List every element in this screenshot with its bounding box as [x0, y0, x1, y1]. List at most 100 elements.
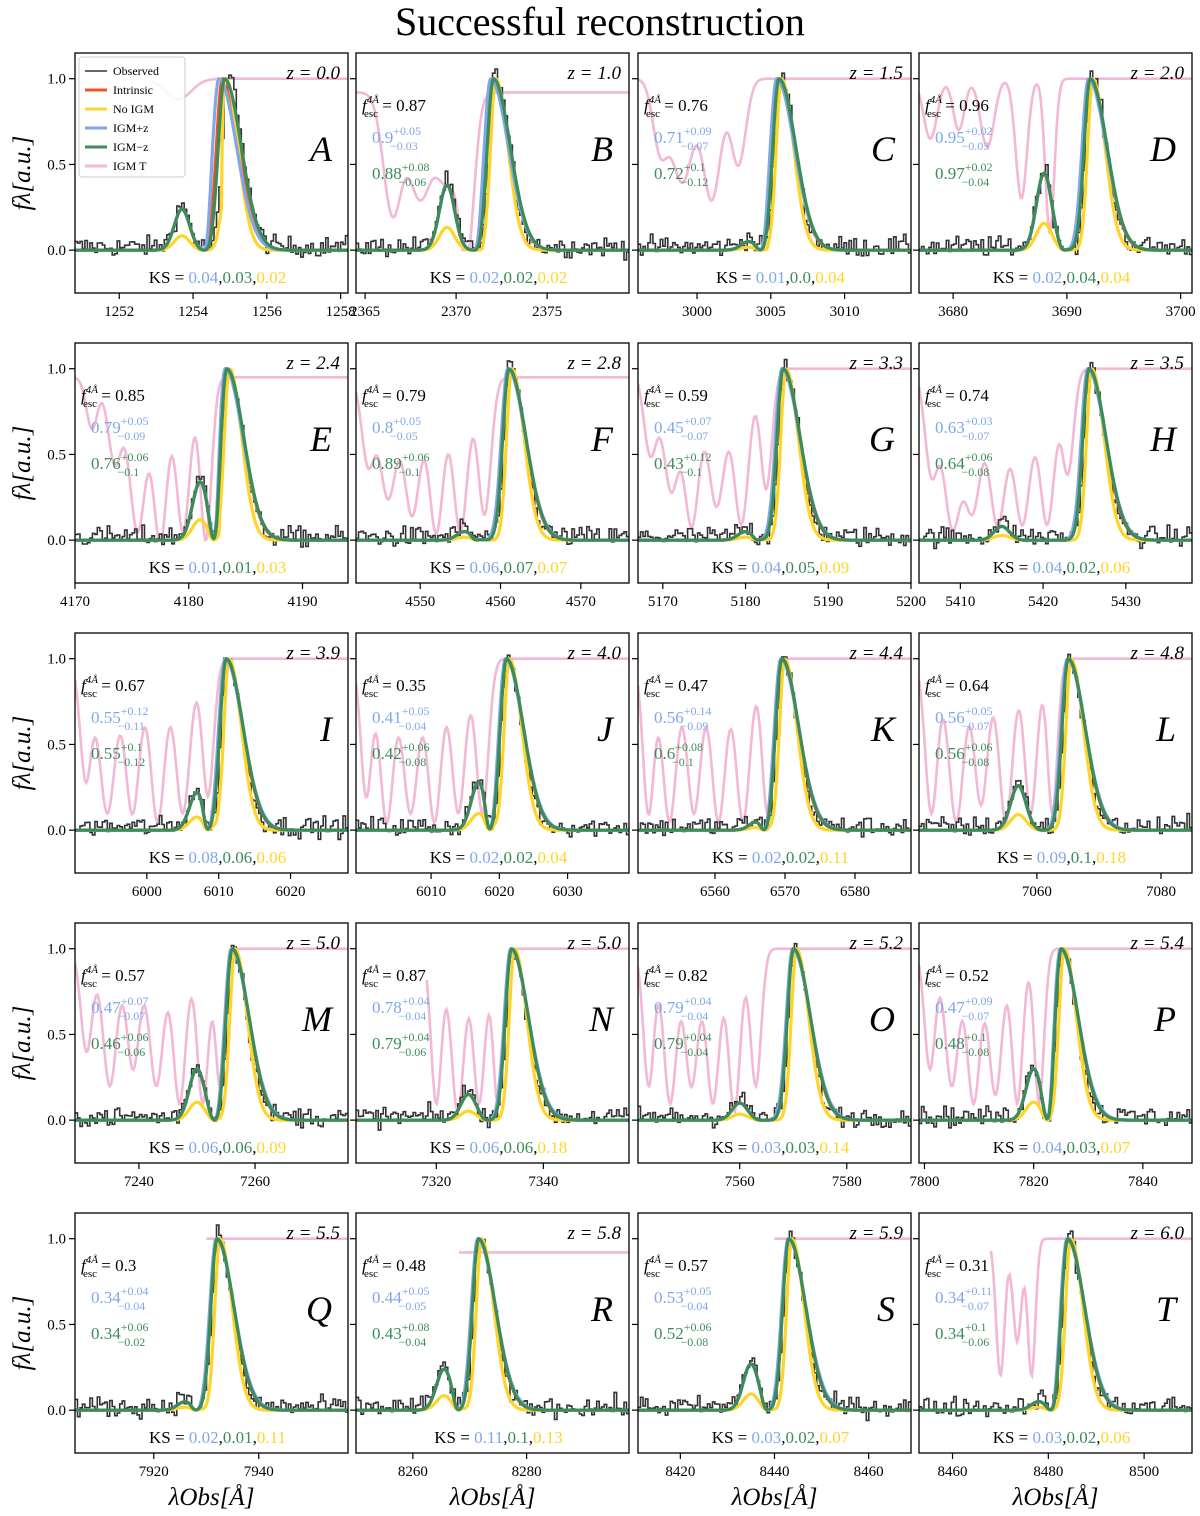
series-igm-minus-z	[356, 1237, 629, 1412]
x-tick-label: 5180	[731, 594, 761, 610]
series-igm-minus-z	[919, 367, 1192, 542]
legend-label-observed: Observed	[113, 64, 159, 78]
x-tick-label: 7840	[1128, 1174, 1158, 1190]
ks-statistic: KS = 0.02,0.02,0.02	[430, 268, 568, 287]
panel-letter: P	[1153, 999, 1176, 1039]
redshift-label: z = 4.4	[849, 643, 904, 664]
panel-letter: A	[308, 129, 333, 169]
fesc-value: f4Å esc = 0.76	[644, 94, 708, 120]
fesc-value: f4Å esc = 0.57	[81, 964, 145, 990]
fesc-minus-estimate: 0.88+0.08 −0.06	[372, 160, 430, 189]
panel-letter: J	[597, 709, 615, 749]
ks-statistic: KS = 0.06,0.06,0.18	[430, 1138, 568, 1157]
x-tick-label: 6560	[700, 884, 730, 900]
fesc-value: f4Å esc = 0.85	[81, 384, 145, 410]
x-tick-label: 8260	[398, 1464, 428, 1480]
x-tick-label: 1258	[326, 304, 356, 320]
series-igm-minus-z	[356, 367, 629, 542]
x-tick-label: 2365	[350, 304, 380, 320]
series-igm-minus-z	[638, 367, 911, 542]
fesc-plus-estimate: 0.71+0.09 −0.07	[654, 124, 712, 153]
fesc-value: f4Å esc = 0.82	[644, 964, 708, 990]
redshift-label: z = 6.0	[1130, 1223, 1185, 1244]
series-igm-minus-z	[919, 657, 1192, 832]
ks-statistic: KS = 0.08,0.06,0.06	[149, 848, 287, 867]
series-igm-minus-z	[919, 947, 1192, 1122]
x-axis-label: λObs[Å]	[449, 1484, 536, 1511]
y-tick-label: 0.0	[47, 823, 66, 839]
x-tick-label: 5200	[896, 594, 926, 610]
x-tick-label: 7060	[1022, 884, 1052, 900]
series-igm-t	[919, 367, 1192, 532]
fesc-value: f4Å esc = 0.67	[81, 674, 145, 700]
series-igm-minus-z	[75, 1237, 348, 1412]
ks-statistic: KS = 0.03,0.02,0.06	[993, 1428, 1131, 1447]
x-tick-label: 7580	[832, 1174, 862, 1190]
series-igm-minus-z	[356, 77, 629, 252]
panel-frame	[637, 342, 912, 584]
series-observed	[919, 949, 1192, 1129]
y-tick-label: 0.5	[47, 447, 66, 463]
x-tick-label: 1256	[252, 304, 283, 320]
x-tick-label: 2375	[532, 304, 562, 320]
fesc-value: f4Å esc = 0.74	[925, 384, 989, 410]
series-observed	[75, 74, 348, 258]
panel-frame	[918, 342, 1193, 584]
fesc-plus-estimate: 0.55+0.12 −0.11	[91, 704, 149, 733]
panel-frame	[355, 1212, 630, 1454]
fesc-minus-estimate: 0.34+0.06 −0.02	[91, 1320, 149, 1349]
fesc-value: f4Å esc = 0.47	[644, 674, 708, 700]
y-tick-label: 1.0	[47, 72, 66, 88]
fesc-minus-estimate: 0.64+0.06 −0.08	[935, 450, 993, 479]
y-tick-label: 0.0	[47, 243, 66, 259]
panel-letter: K	[870, 709, 897, 749]
series-igm-t	[75, 947, 348, 1108]
y-axis-label: fλ[a.u.]	[9, 136, 36, 211]
series-igm-t	[356, 657, 629, 826]
x-tick-label: 7920	[139, 1464, 169, 1480]
x-tick-label: 6000	[132, 884, 162, 900]
redshift-label: z = 2.0	[1130, 63, 1185, 84]
x-tick-label: 7240	[124, 1174, 154, 1190]
series-igm-t	[638, 367, 911, 530]
x-tick-label: 6020	[276, 884, 306, 900]
series-observed	[919, 361, 1192, 550]
fesc-value: f4Å esc = 0.87	[362, 964, 426, 990]
ks-statistic: KS = 0.02,0.02,0.11	[712, 848, 849, 867]
ks-statistic: KS = 0.01,0.0,0.04	[716, 268, 846, 287]
panel-frame	[74, 922, 349, 1164]
panel-letter: L	[1155, 709, 1176, 749]
panel-letter: H	[1149, 419, 1178, 459]
fesc-value: f4Å esc = 0.31	[925, 1254, 989, 1280]
x-tick-label: 5420	[1028, 594, 1058, 610]
panel-frame	[355, 342, 630, 584]
y-axis-label: fλ[a.u.]	[9, 1296, 36, 1371]
x-tick-label: 7080	[1146, 884, 1176, 900]
fesc-minus-estimate: 0.42+0.06 −0.08	[372, 740, 430, 769]
x-tick-label: 6570	[770, 884, 800, 900]
series-observed	[638, 358, 911, 548]
y-axis-label: fλ[a.u.]	[9, 426, 36, 501]
panel-letter: N	[588, 999, 615, 1039]
fesc-plus-estimate: 0.47+0.09 −0.07	[935, 994, 993, 1023]
y-tick-label: 0.5	[47, 737, 66, 753]
ks-statistic: KS = 0.03,0.03,0.14	[712, 1138, 850, 1157]
fesc-value: f4Å esc = 0.52	[925, 964, 989, 990]
series-igm-minus-z	[638, 1237, 911, 1412]
x-tick-label: 8460	[854, 1464, 884, 1480]
x-tick-label: 4180	[174, 594, 204, 610]
redshift-label: z = 1.5	[849, 63, 903, 84]
fesc-minus-estimate: 0.52+0.06 −0.08	[654, 1320, 712, 1349]
x-tick-label: 6030	[553, 884, 583, 900]
legend: Observed Intrinsic No IGM IGM+z IGM−z IGM T	[78, 56, 186, 178]
panel-frame	[74, 632, 349, 874]
redshift-label: z = 5.5	[286, 1223, 340, 1244]
series-igm-minus-z	[638, 657, 911, 832]
ks-statistic: KS = 0.03,0.02,0.07	[712, 1428, 850, 1447]
